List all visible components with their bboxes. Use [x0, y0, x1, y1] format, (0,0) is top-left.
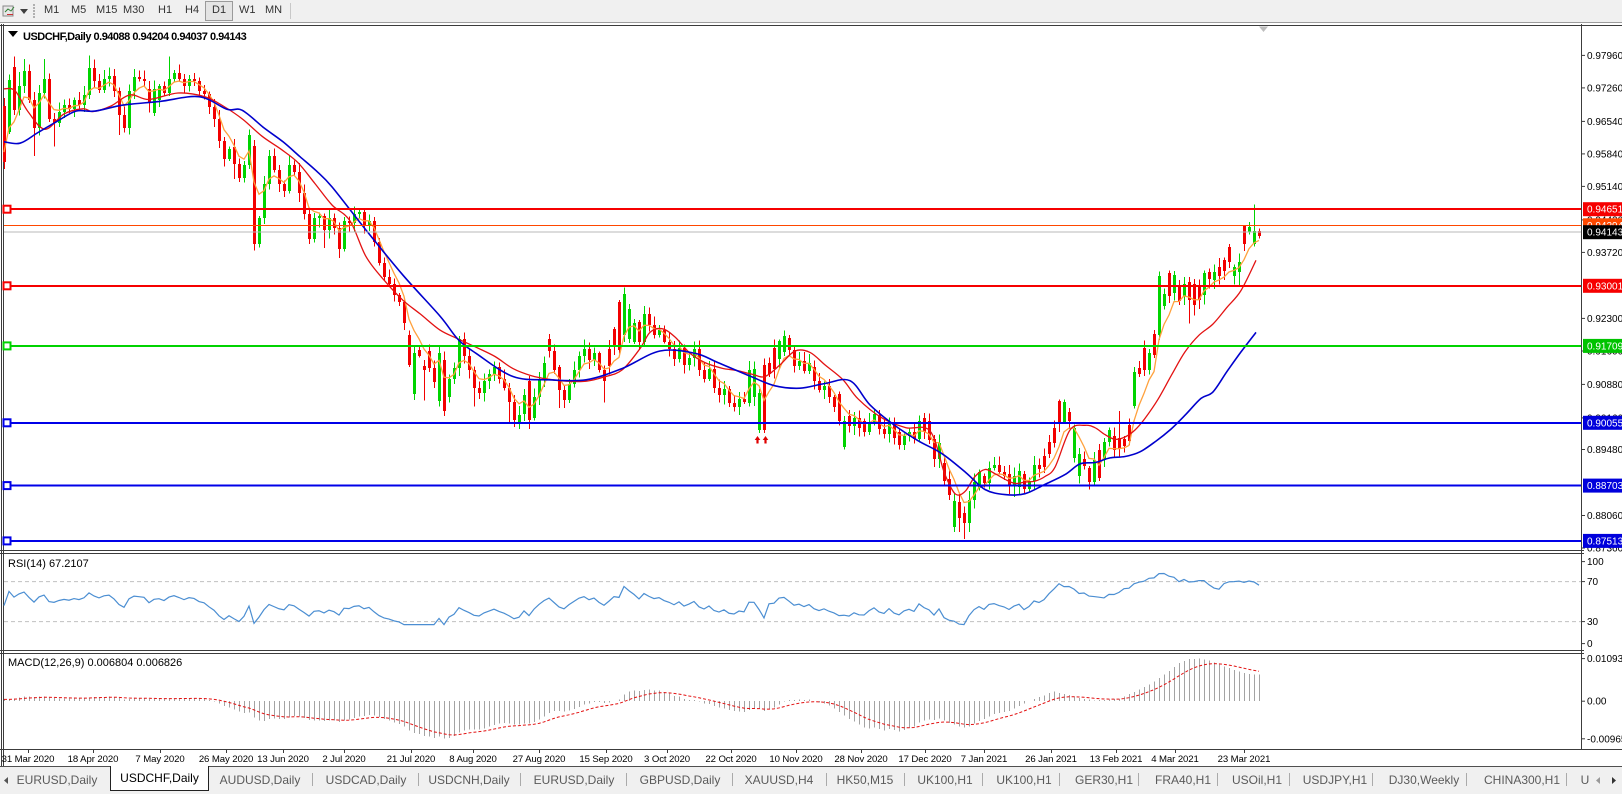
svg-text:0.90880: 0.90880	[1587, 380, 1622, 391]
svg-text:17 Dec 2020: 17 Dec 2020	[898, 754, 951, 765]
svg-text:0.87513: 0.87513	[1587, 536, 1622, 547]
svg-text:7 May 2020: 7 May 2020	[135, 754, 184, 765]
svg-text:28 Nov 2020: 28 Nov 2020	[834, 754, 887, 765]
svg-text:7 Jan 2021: 7 Jan 2021	[961, 754, 1007, 765]
svg-text:RSI(14) 67.2107: RSI(14) 67.2107	[8, 558, 89, 570]
svg-text:31 Mar 2020: 31 Mar 2020	[2, 754, 55, 765]
svg-text:70: 70	[1587, 577, 1599, 588]
svg-text:0.97260: 0.97260	[1587, 83, 1622, 94]
svg-text:0.93720: 0.93720	[1587, 248, 1622, 259]
svg-text:0.94143: 0.94143	[1587, 228, 1622, 239]
svg-text:0.95140: 0.95140	[1587, 182, 1622, 193]
svg-text:15 Sep 2020: 15 Sep 2020	[579, 754, 632, 765]
svg-text:8 Aug 2020: 8 Aug 2020	[449, 754, 497, 765]
svg-text:0.93001: 0.93001	[1587, 281, 1622, 292]
svg-text:2 Jul 2020: 2 Jul 2020	[322, 754, 365, 765]
svg-text:0.92300: 0.92300	[1587, 314, 1622, 325]
svg-text:0.97960: 0.97960	[1587, 51, 1622, 62]
svg-text:30: 30	[1587, 617, 1599, 628]
svg-text:13 Feb 2021: 13 Feb 2021	[1090, 754, 1143, 765]
svg-text:0.94651: 0.94651	[1587, 205, 1622, 216]
svg-text:0.88060: 0.88060	[1587, 511, 1622, 522]
svg-text:3 Oct 2020: 3 Oct 2020	[644, 754, 690, 765]
svg-text:13 Jun 2020: 13 Jun 2020	[257, 754, 309, 765]
svg-text:22 Oct 2020: 22 Oct 2020	[705, 754, 756, 765]
svg-text:0.87360: 0.87360	[1587, 544, 1622, 555]
svg-text:0.88703: 0.88703	[1587, 481, 1622, 492]
svg-text:-0.009651: -0.009651	[1587, 734, 1622, 745]
svg-text:0.89480: 0.89480	[1587, 445, 1622, 456]
svg-text:23 Mar 2021: 23 Mar 2021	[1218, 754, 1271, 765]
svg-text:0.95840: 0.95840	[1587, 149, 1622, 160]
svg-text:USDCHF,Daily 0.94088 0.94204: USDCHF,Daily 0.94088 0.94204 0.94037 0.9…	[23, 31, 247, 43]
svg-text:10 Nov 2020: 10 Nov 2020	[769, 754, 822, 765]
svg-text:0.010933: 0.010933	[1587, 654, 1622, 665]
svg-text:26 May 2020: 26 May 2020	[199, 754, 253, 765]
svg-text:0.96540: 0.96540	[1587, 117, 1622, 128]
svg-text:27 Aug 2020: 27 Aug 2020	[513, 754, 566, 765]
svg-text:0.91709: 0.91709	[1587, 341, 1622, 352]
svg-text:0.00: 0.00	[1587, 697, 1607, 708]
svg-text:26 Jan 2021: 26 Jan 2021	[1025, 754, 1077, 765]
svg-text:0: 0	[1587, 639, 1593, 650]
svg-text:4 Mar 2021: 4 Mar 2021	[1151, 754, 1199, 765]
svg-text:18 Apr 2020: 18 Apr 2020	[68, 754, 119, 765]
svg-text:21 Jul 2020: 21 Jul 2020	[387, 754, 436, 765]
svg-text:MACD(12,26,9) 0.006804 0.00682: MACD(12,26,9) 0.006804 0.006826	[8, 657, 182, 669]
svg-text:0.90055: 0.90055	[1587, 418, 1622, 429]
svg-text:100: 100	[1587, 557, 1604, 568]
